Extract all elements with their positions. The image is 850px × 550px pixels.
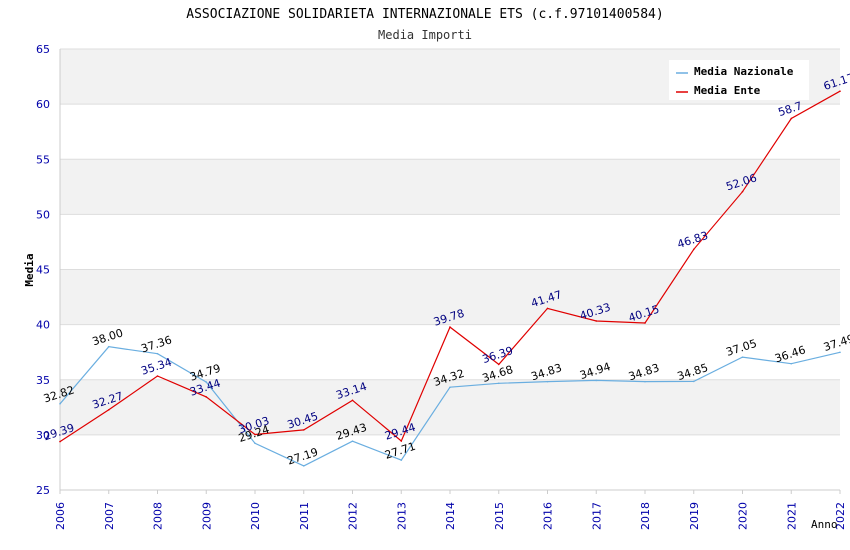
plot-bands — [60, 49, 840, 490]
x-tick-label: 2015 — [493, 502, 506, 530]
y-tick-label: 55 — [36, 153, 50, 166]
y-tick-label: 60 — [36, 98, 50, 111]
y-tick-labels: 25 30 35 40 45 50 55 60 65 — [36, 43, 50, 497]
x-tick-label: 2022 — [834, 502, 847, 530]
x-tick-label: 2010 — [249, 502, 262, 530]
axes — [59, 49, 841, 494]
data-point — [254, 442, 256, 445]
data-point — [59, 402, 61, 405]
y-tick-label: 45 — [36, 264, 50, 277]
x-tick-label: 2013 — [395, 502, 408, 530]
y-tick-label: 40 — [36, 319, 50, 332]
x-tick-label: 2016 — [542, 502, 555, 530]
x-tick-label: 2011 — [298, 502, 311, 530]
data-point — [254, 433, 256, 436]
plot-band — [60, 269, 840, 325]
data-point — [302, 465, 305, 467]
plot-band — [60, 104, 840, 160]
x-tick-label: 2006 — [54, 502, 67, 530]
x-tick-label: 2018 — [639, 502, 652, 530]
plot-band — [60, 159, 840, 215]
data-point — [497, 363, 500, 366]
data-point — [205, 381, 208, 383]
x-tick-label: 2007 — [103, 502, 116, 530]
data-point — [839, 351, 841, 354]
data-point — [449, 386, 451, 389]
y-tick-label: 30 — [36, 429, 50, 442]
x-tick-label: 2017 — [590, 502, 603, 530]
plot-band — [60, 379, 840, 435]
data-point — [546, 380, 549, 383]
plot-band — [60, 434, 840, 490]
x-tick-label: 2014 — [444, 502, 457, 530]
data-point — [400, 459, 403, 461]
y-tick-label: 25 — [36, 484, 50, 497]
series-lines — [59, 90, 841, 467]
chart-subtitle: Media Importi — [378, 28, 472, 42]
data-point — [692, 380, 695, 383]
data-point — [644, 380, 646, 383]
y-axis-label: Media — [23, 253, 36, 286]
data-point — [546, 307, 549, 310]
plot-band — [60, 214, 840, 270]
data-point — [644, 322, 646, 324]
x-tick-labels: 2006 2007 2008 2009 2010 2011 2012 2013 2014 2015… — [54, 502, 847, 530]
data-point — [205, 396, 208, 398]
data-point — [790, 117, 793, 120]
data-point — [351, 440, 354, 442]
data-point — [59, 440, 61, 443]
x-tick-label: 2009 — [200, 502, 213, 530]
x-tick-label: 2012 — [347, 502, 360, 530]
x-tick-label: 2008 — [152, 502, 165, 530]
legend-box — [669, 60, 809, 100]
x-axis-label: Anno — [811, 518, 838, 531]
data-point — [595, 320, 598, 322]
data-point — [449, 326, 451, 328]
legend-label-ente: Media Ente — [694, 84, 761, 97]
y-tick-label: 50 — [36, 208, 50, 221]
plot-band — [60, 324, 840, 380]
y-tick-label: 35 — [36, 374, 50, 387]
data-point — [497, 382, 500, 385]
x-tick-label: 2021 — [785, 502, 798, 530]
data-point — [156, 375, 159, 377]
data-point — [741, 356, 744, 358]
legend-label-nazionale: Media Nazionale — [694, 65, 794, 78]
data-point — [790, 362, 793, 365]
data-point — [839, 90, 841, 93]
data-point — [156, 352, 159, 355]
x-tick-label: 2020 — [737, 502, 750, 530]
data-point — [302, 429, 305, 431]
data-point — [400, 440, 403, 442]
chart-title: ASSOCIAZIONE SOLIDARIETA INTERNAZIONALE … — [186, 7, 663, 22]
data-point — [107, 345, 110, 348]
y-tick-label: 65 — [36, 43, 50, 56]
data-point — [107, 409, 110, 411]
data-point — [351, 399, 354, 402]
data-point — [692, 248, 695, 251]
x-tick-label: 2019 — [688, 502, 701, 530]
data-point — [595, 379, 598, 382]
legend: Media Nazionale Media Ente — [669, 60, 809, 100]
data-point — [741, 190, 744, 193]
